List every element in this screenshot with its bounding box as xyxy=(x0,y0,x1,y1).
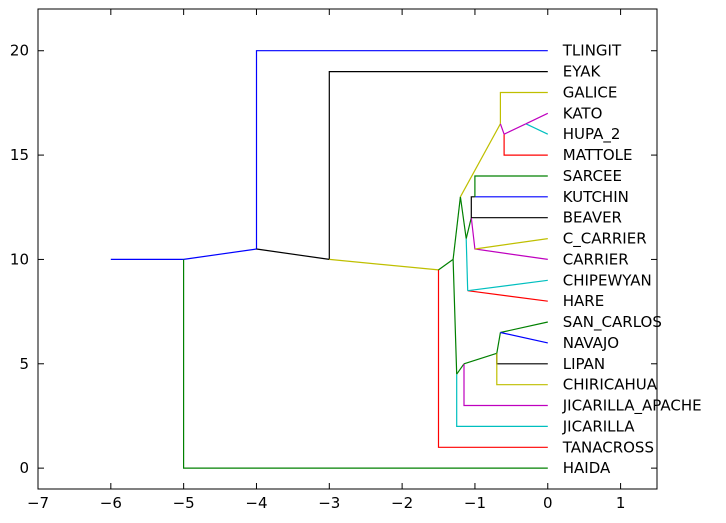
branch-segment-32 xyxy=(499,91,548,124)
leaf-label: MATTOLE xyxy=(563,146,633,164)
x-tick-label: 1 xyxy=(616,494,626,512)
y-tick-label: 20 xyxy=(10,42,29,60)
branch-segment-19 xyxy=(452,196,461,260)
y-tick-label: 15 xyxy=(10,146,29,164)
x-tick-label: −7 xyxy=(27,494,49,512)
branch-segment-17 xyxy=(500,321,548,334)
leaf-label: CHIPEWYAN xyxy=(563,271,652,289)
branch-segment-6 xyxy=(329,258,439,271)
x-tick-label: −3 xyxy=(318,494,340,512)
branch-segment-37 xyxy=(525,112,549,125)
branch-segment-13 xyxy=(463,352,497,365)
x-tick-label: −4 xyxy=(245,494,267,512)
leaf-label: SAN_CARLOS xyxy=(563,313,662,332)
branch-segment-11 xyxy=(456,363,465,375)
leaf-label: NAVAJO xyxy=(563,334,619,352)
branch-segment-16 xyxy=(496,332,501,354)
branch-segment-12 xyxy=(463,363,548,407)
branch-segment-1 xyxy=(183,248,257,260)
leaf-label: HAIDA xyxy=(563,459,611,477)
x-tick-label: −1 xyxy=(464,494,486,512)
branch-segment-9 xyxy=(452,259,458,375)
branch-segment-3 xyxy=(183,259,548,469)
leaf-label: CHIRICAHUA xyxy=(563,376,658,394)
x-tick-label: −5 xyxy=(173,494,195,512)
x-tick-label: −6 xyxy=(100,494,122,512)
branch-segment-2 xyxy=(255,50,548,249)
branch-segment-26 xyxy=(474,238,548,250)
branch-segment-35 xyxy=(503,123,527,135)
leaf-label: TANACROSS xyxy=(562,438,654,456)
leaf-label: GALICE xyxy=(563,83,618,101)
tree-branches xyxy=(110,50,549,469)
axes-frame xyxy=(37,8,658,490)
branch-segment-8 xyxy=(438,258,454,271)
branch-segment-10 xyxy=(456,374,548,427)
leaf-label: TLINGIT xyxy=(562,42,622,60)
branch-segment-34 xyxy=(503,134,548,156)
leaf-label: C_CARRIER xyxy=(563,230,647,249)
branch-segment-7 xyxy=(437,269,548,448)
branch-segment-30 xyxy=(474,175,548,197)
branch-segment-21 xyxy=(465,238,469,291)
leaf-label: KUTCHIN xyxy=(563,188,629,206)
branch-segment-28 xyxy=(470,196,475,218)
branch-segment-36 xyxy=(525,123,549,135)
leaf-label: KATO xyxy=(563,104,603,122)
leaf-label: LIPAN xyxy=(563,355,605,373)
leaf-label: CARRIER xyxy=(563,250,629,268)
branch-segment-23 xyxy=(467,279,548,292)
branch-segment-4 xyxy=(256,248,330,260)
y-tick-label: 5 xyxy=(19,355,29,373)
leaf-label: HUPA_2 xyxy=(563,125,621,144)
leaf-label: HARE xyxy=(563,292,604,310)
leaf-label: BEAVER xyxy=(563,209,622,227)
x-tick-label: −2 xyxy=(391,494,413,512)
branch-segment-15 xyxy=(496,353,548,386)
branch-segment-18 xyxy=(500,331,548,344)
branch-segment-20 xyxy=(459,196,467,239)
leaf-label: JICARILLA_APACHE xyxy=(562,397,702,416)
leaf-labels: TLINGIT EYAK GALICE KATO HUPA_2 MATTOLE SARCEE… xyxy=(562,42,702,477)
leaf-label: JICARILLA xyxy=(562,417,635,435)
branch-segment-31 xyxy=(459,123,501,198)
branch-segment-33 xyxy=(499,123,505,135)
branch-segment-24 xyxy=(465,217,472,239)
branch-segment-5 xyxy=(328,70,548,260)
leaf-label: EYAK xyxy=(563,63,602,81)
leaf-label: SARCEE xyxy=(563,167,622,185)
y-tick-label: 10 xyxy=(10,250,29,268)
branch-segment-22 xyxy=(467,290,548,302)
x-tick-label: 0 xyxy=(543,494,553,512)
y-tick-label: 0 xyxy=(19,459,29,477)
